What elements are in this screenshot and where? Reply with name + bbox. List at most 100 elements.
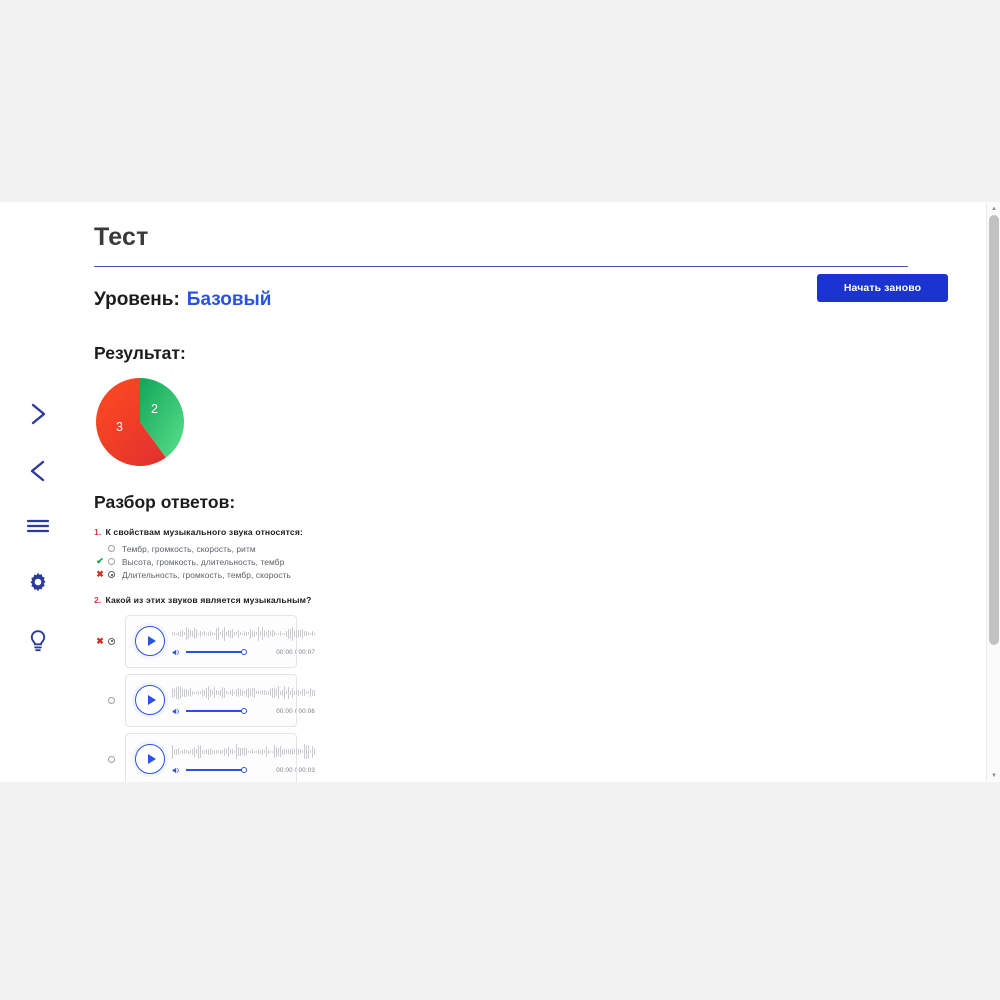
wrong-cross-icon: ✖: [96, 635, 104, 646]
waveform-bar: [262, 627, 263, 640]
waveform-bar: [236, 632, 237, 635]
waveform-bar: [176, 748, 177, 755]
waveform-bar: [246, 631, 247, 636]
volume-knob[interactable]: [241, 766, 247, 773]
waveform-bar: [190, 749, 191, 754]
waveform-bar: [188, 628, 189, 639]
result-title: Результат:: [94, 342, 186, 363]
option-row[interactable]: ✔ Высота, громкость, длительность, тембр: [94, 556, 966, 568]
waveform-bar: [304, 744, 305, 759]
waveform-bar: [284, 632, 285, 635]
waveform-bar: [254, 687, 255, 698]
waveform-bar: [242, 748, 243, 755]
waveform-bar: [256, 691, 257, 694]
scroll-up-arrow-icon[interactable]: ▲: [991, 205, 997, 212]
volume-icon[interactable]: [172, 707, 181, 716]
waveform-bar: [280, 746, 281, 757]
waveform-bar: [238, 629, 239, 638]
audio-option-row[interactable]: 00:00 / 00:03: [94, 732, 966, 782]
top-background-band: [0, 0, 1000, 202]
wrong-cross-icon: ✖: [96, 569, 104, 579]
question-2-options: ✖ 00:00 / 00:0: [94, 614, 966, 782]
volume-knob[interactable]: [241, 648, 247, 655]
waveform-bar: [232, 629, 233, 638]
result-pie-chart: 2 3: [94, 376, 186, 468]
option-row[interactable]: ✖ Длительность, громкость, тембр, скорос…: [94, 569, 966, 581]
waveform-bar: [258, 691, 259, 694]
waveform-bar: [202, 749, 203, 754]
option-radio[interactable]: [108, 545, 115, 552]
waveform-bar: [268, 749, 269, 754]
waveform-bar: [216, 749, 217, 754]
waveform-bar: [210, 631, 211, 636]
waveform-bar: [270, 689, 271, 696]
waveform-bar: [176, 686, 177, 699]
waveform-bar: [218, 750, 219, 753]
waveform-bar: [222, 687, 223, 698]
question-2-heading: 2. Какой из этих звуков является музыкал…: [94, 595, 966, 605]
play-button[interactable]: [135, 626, 165, 656]
sidebar-item-settings[interactable]: [18, 562, 58, 602]
waveform-bar: [302, 689, 303, 696]
scroll-down-arrow-icon[interactable]: ▼: [991, 772, 997, 779]
waveform-bar: [264, 630, 265, 637]
waveform-bar: [210, 748, 211, 755]
waveform-bar: [250, 689, 251, 696]
waveform[interactable]: [172, 625, 315, 642]
volume-slider[interactable]: [186, 648, 247, 655]
play-button[interactable]: [135, 744, 165, 774]
option-row[interactable]: Тембр, громкость, скорость, ритм: [94, 543, 966, 555]
waveform-bar: [206, 687, 207, 698]
waveform-bar: [314, 689, 315, 696]
audio-player[interactable]: 00:00 / 00:07: [125, 614, 315, 668]
waveform[interactable]: [172, 743, 315, 760]
option-radio[interactable]: [108, 696, 115, 704]
waveform-bar: [192, 748, 193, 755]
sidebar-item-chevron-left[interactable]: [18, 451, 58, 491]
waveform-bar: [226, 631, 227, 636]
audio-player[interactable]: 00:00 / 00:03: [125, 732, 315, 782]
waveform-bar: [190, 688, 191, 697]
audio-option-row[interactable]: ✖ 00:00 / 00:0: [94, 614, 966, 668]
option-radio[interactable]: [108, 755, 115, 763]
volume-knob[interactable]: [241, 707, 247, 714]
sidebar-item-hint[interactable]: [18, 621, 58, 661]
option-radio[interactable]: [108, 558, 115, 565]
waveform-bar: [204, 631, 205, 636]
option-radio-selected[interactable]: [108, 571, 115, 578]
waveform-bar: [242, 689, 243, 696]
waveform-bar: [202, 688, 203, 697]
waveform-bar: [274, 687, 275, 698]
volume-slider[interactable]: [186, 707, 247, 714]
waveform-bar: [212, 690, 213, 695]
waveform-bar: [218, 627, 219, 640]
player-controls: 00:00 / 00:03: [172, 734, 315, 783]
waveform-bar: [308, 744, 309, 759]
waveform-bar: [308, 691, 309, 694]
volume-icon[interactable]: [172, 648, 181, 657]
waveform-bar: [298, 629, 299, 638]
play-button[interactable]: [135, 685, 165, 715]
lightbulb-icon: [28, 629, 48, 653]
waveform-bar: [232, 749, 233, 754]
option-radio-selected[interactable]: [108, 637, 115, 645]
sidebar-item-chevron-right[interactable]: [18, 394, 58, 434]
waveform[interactable]: [172, 684, 315, 701]
volume-icon[interactable]: [172, 766, 181, 775]
vertical-scrollbar[interactable]: ▲ ▼: [986, 202, 1000, 782]
waveform-bar: [218, 690, 219, 695]
audio-player[interactable]: 00:00 / 00:06: [125, 673, 315, 727]
sidebar-item-menu[interactable]: [18, 506, 58, 546]
waveform-bar: [250, 628, 251, 639]
restart-button[interactable]: Начать заново: [817, 274, 948, 302]
waveform-bar: [234, 631, 235, 636]
volume-slider[interactable]: [186, 766, 247, 773]
waveform-bar: [312, 745, 313, 758]
waveform-bar: [228, 691, 229, 694]
waveform-bar: [194, 746, 195, 757]
waveform-bar: [292, 748, 293, 755]
waveform-bar: [174, 688, 175, 697]
audio-option-row[interactable]: 00:00 / 00:06: [94, 673, 966, 727]
waveform-bar: [188, 689, 189, 696]
scrollbar-thumb[interactable]: [989, 215, 999, 645]
